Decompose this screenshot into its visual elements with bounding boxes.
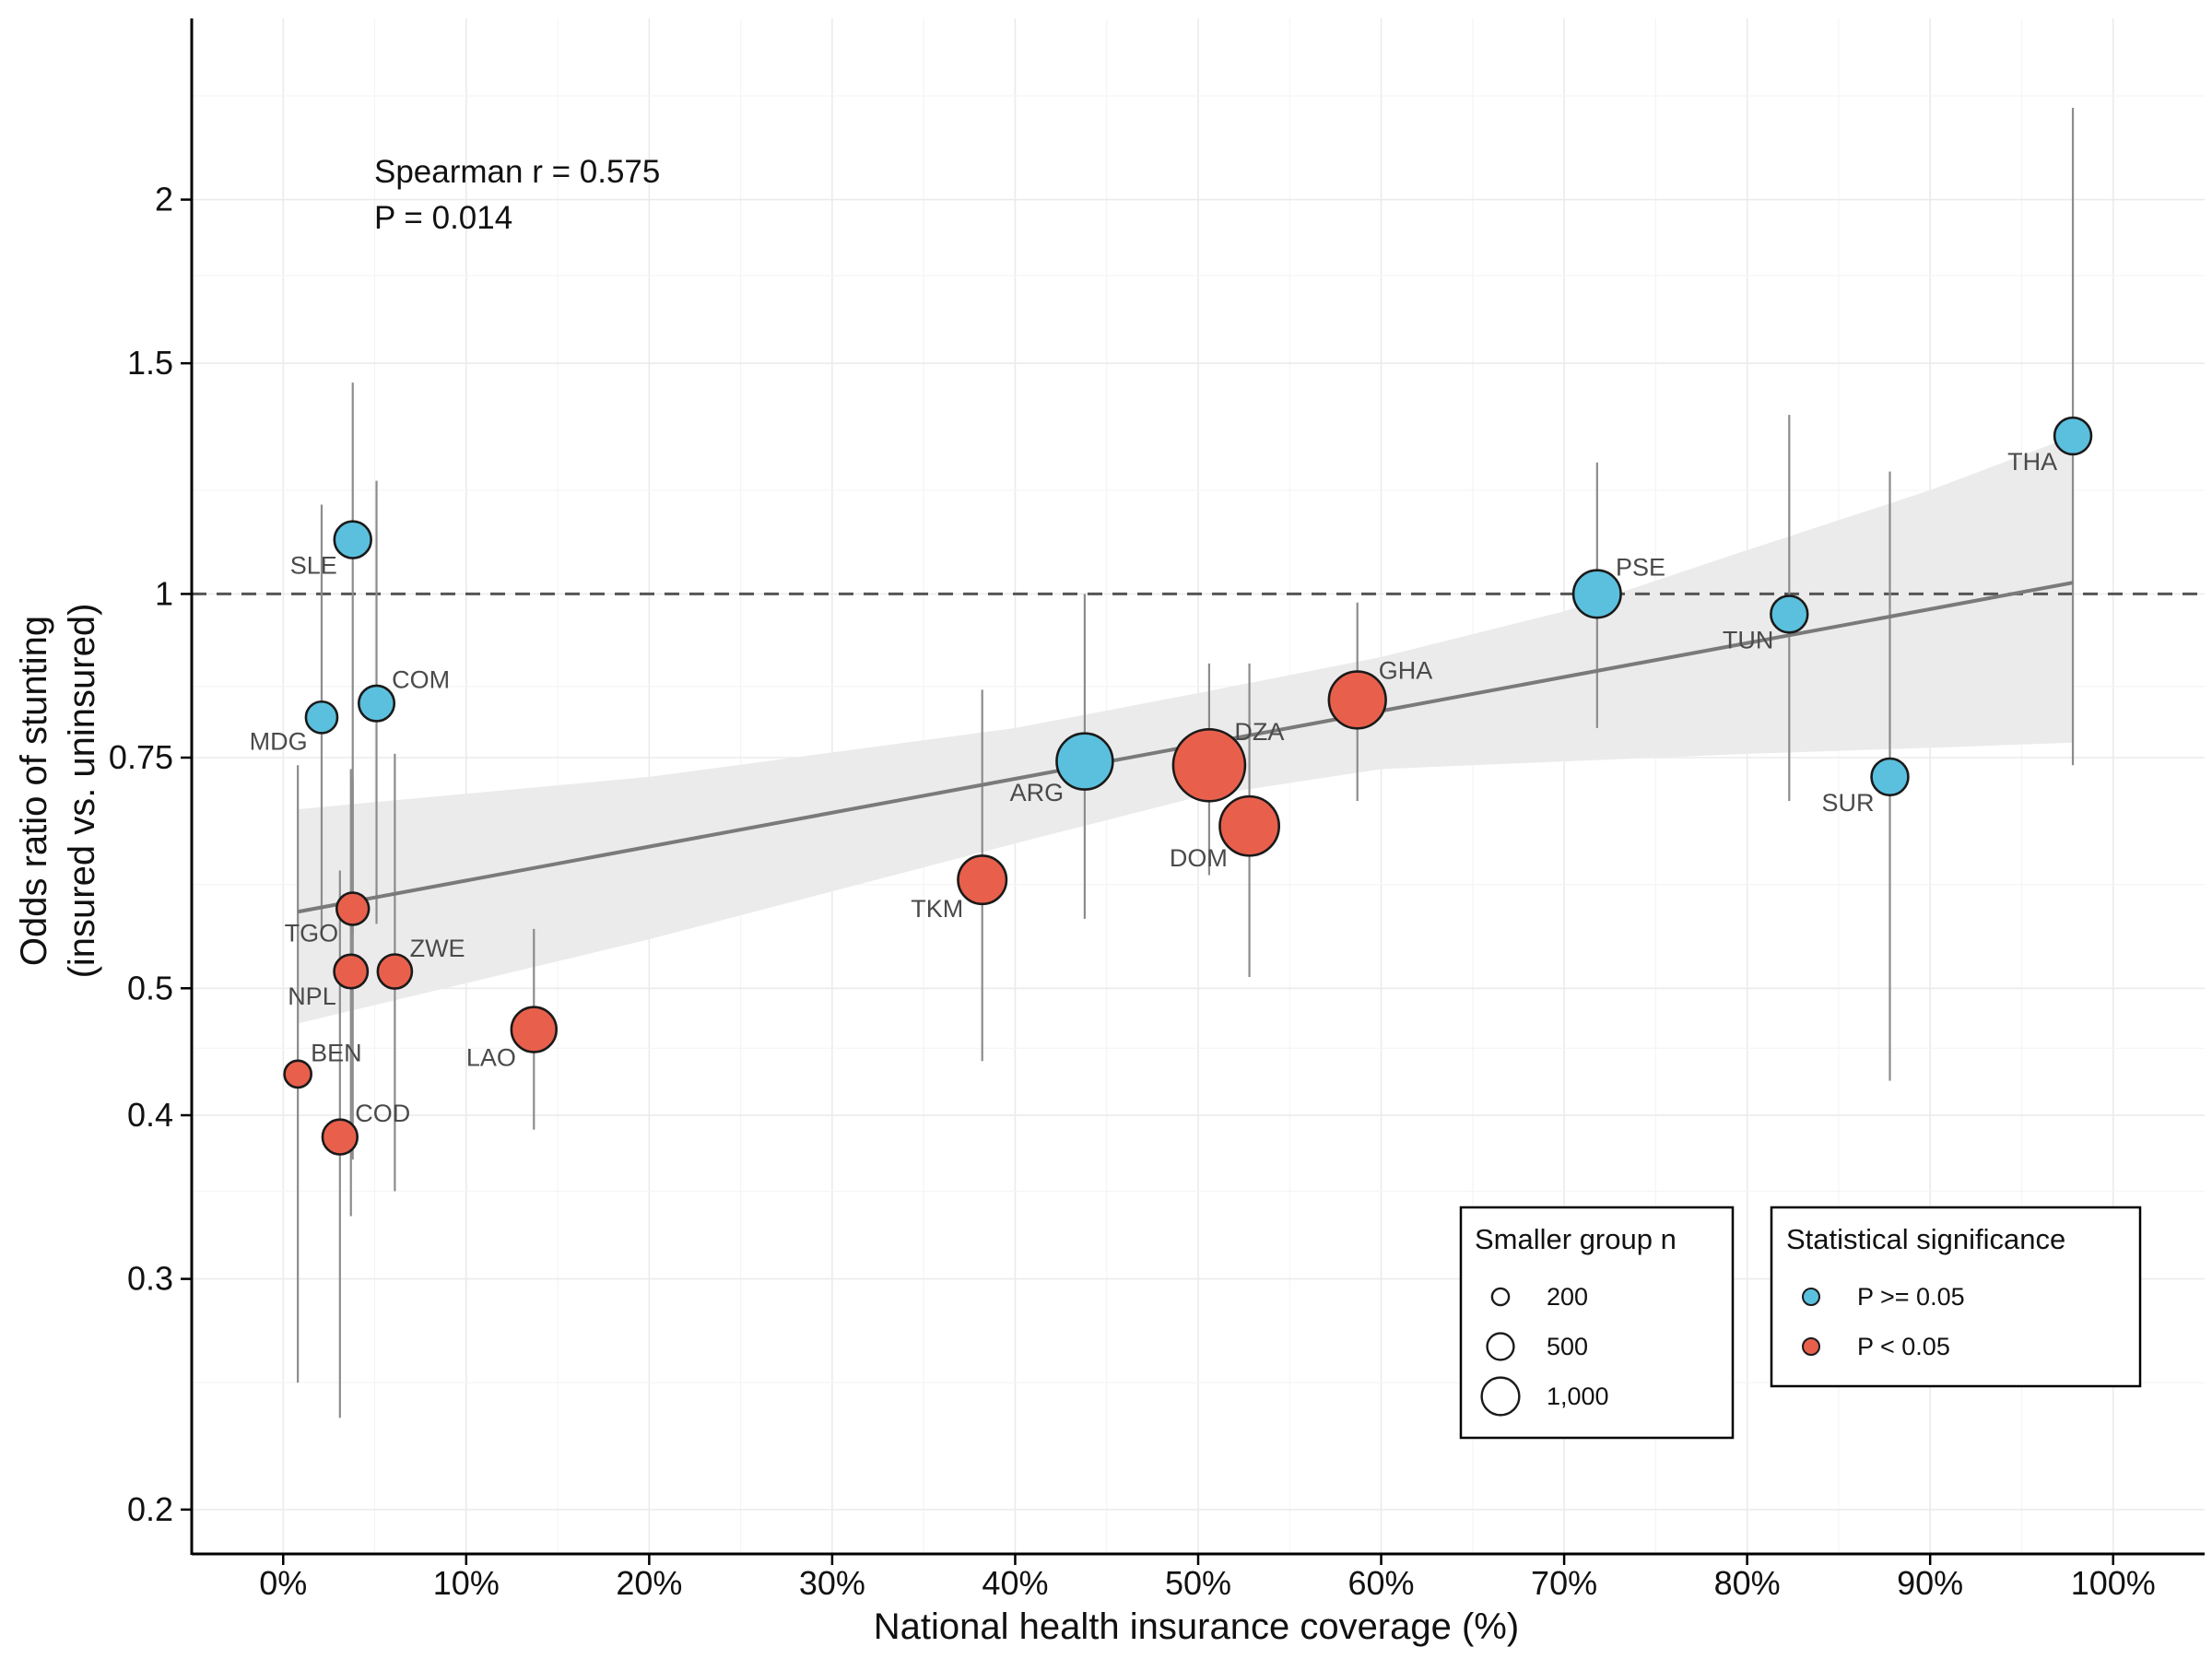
y-tick-label: 0.75 xyxy=(109,738,173,776)
point-arg xyxy=(1055,732,1114,791)
point-cod xyxy=(321,1118,359,1156)
y-tick-label: 0.5 xyxy=(127,969,173,1006)
x-tick-label: 0% xyxy=(259,1564,307,1602)
x-tick-label: 90% xyxy=(1897,1564,1963,1602)
country-label-arg: ARG xyxy=(1010,779,1065,806)
x-tick-label: 40% xyxy=(982,1564,1048,1602)
point-tun xyxy=(1770,594,1809,634)
point-tkm xyxy=(957,854,1008,906)
spearman-annotation: Spearman r = 0.575 xyxy=(374,154,660,190)
size-legend-label-1000: 1,000 xyxy=(1547,1382,1609,1410)
x-tick-label: 100% xyxy=(2071,1564,2156,1602)
color-legend-key-not-significant xyxy=(1802,1288,1820,1306)
point-npl xyxy=(333,953,370,990)
x-tick-label: 10% xyxy=(433,1564,500,1602)
y-tick-label: 2 xyxy=(155,181,173,218)
p-value-annotation: P = 0.014 xyxy=(374,200,512,236)
country-label-ben: BEN xyxy=(311,1039,362,1066)
point-sur xyxy=(1870,757,1910,797)
country-label-pse: PSE xyxy=(1616,553,1665,581)
size-legend-title: Smaller group n xyxy=(1475,1223,1677,1255)
country-label-sle: SLE xyxy=(290,552,337,580)
point-lao xyxy=(510,1006,558,1053)
country-label-mdg: MDG xyxy=(250,728,308,756)
country-label-tgo: TGO xyxy=(285,920,339,947)
point-ben xyxy=(283,1059,313,1089)
size-legend-label-500: 500 xyxy=(1547,1333,1588,1360)
point-dom xyxy=(1218,794,1281,857)
color-legend: Statistical significance P >= 0.05 P < 0.… xyxy=(1770,1206,2142,1388)
x-tick-label: 80% xyxy=(1714,1564,1781,1602)
point-sle xyxy=(333,520,372,559)
size-legend-label-200: 200 xyxy=(1547,1283,1588,1311)
y-tick-label: 1.5 xyxy=(127,344,173,382)
x-tick-label: 60% xyxy=(1348,1564,1415,1602)
size-legend-items: 200 500 1,000 xyxy=(1480,1283,1609,1417)
size-legend-key-1000 xyxy=(1480,1376,1521,1417)
point-layer xyxy=(283,416,2093,1156)
y-tick-label: 0.2 xyxy=(127,1490,173,1528)
color-legend-items: P >= 0.05 P < 0.05 xyxy=(1802,1283,1965,1360)
y-tick-label: 0.4 xyxy=(127,1096,173,1134)
country-label-gha: GHA xyxy=(1379,656,1433,684)
country-label-layer: SLE COM MDG TGO NPL ZWE BEN COD LAO TKM ARG DZA DOM G… xyxy=(250,448,2058,1127)
country-label-lao: LAO xyxy=(466,1043,516,1071)
x-tick-label: 20% xyxy=(616,1564,682,1602)
country-label-tkm: TKM xyxy=(911,895,963,923)
point-com xyxy=(357,684,396,723)
country-label-tha: THA xyxy=(2007,448,2057,476)
color-legend-key-significant xyxy=(1802,1337,1820,1356)
size-legend-key-500 xyxy=(1486,1332,1515,1361)
country-label-com: COM xyxy=(392,666,450,694)
x-axis-title: National health insurance coverage (%) xyxy=(874,1606,1519,1647)
country-label-zwe: ZWE xyxy=(410,935,465,962)
y-axis-title: Odds ratio of stunting (insured vs. unin… xyxy=(14,604,102,979)
country-label-dza: DZA xyxy=(1234,718,1284,746)
color-legend-box xyxy=(1770,1206,2142,1388)
tick-layer: 0% 10% 20% 30% 40% 50% 60% 70% 80% 90% 100% 0.2 0.3 0… xyxy=(109,181,2156,1602)
confidence-band xyxy=(298,436,2074,1024)
y-tick-label: 0.3 xyxy=(127,1260,173,1298)
point-pse xyxy=(1571,569,1622,619)
country-label-npl: NPL xyxy=(288,982,336,1010)
color-legend-label-not-significant: P >= 0.05 xyxy=(1857,1283,1965,1311)
point-gha xyxy=(1327,670,1387,730)
size-legend: Smaller group n 200 500 1,000 xyxy=(1459,1206,1735,1440)
country-label-sur: SUR xyxy=(1822,789,1875,817)
country-label-dom: DOM xyxy=(1170,844,1228,872)
y-tick-label: 1 xyxy=(155,574,173,612)
point-mdg xyxy=(304,700,339,735)
color-legend-title: Statistical significance xyxy=(1786,1223,2065,1255)
point-zwe xyxy=(376,953,414,990)
y-axis-title-line-2: (insured vs. uninsured) xyxy=(62,604,102,979)
country-label-tun: TUN xyxy=(1723,626,1774,653)
x-tick-label: 70% xyxy=(1531,1564,1597,1602)
point-tha xyxy=(2053,416,2093,456)
color-legend-label-significant: P < 0.05 xyxy=(1857,1333,1950,1360)
size-legend-key-200 xyxy=(1490,1287,1511,1307)
x-tick-label: 50% xyxy=(1165,1564,1231,1602)
country-label-cod: COD xyxy=(355,1100,410,1127)
x-tick-label: 30% xyxy=(799,1564,865,1602)
y-axis-title-line-1: Odds ratio of stunting xyxy=(14,616,54,966)
point-tgo xyxy=(335,891,371,926)
point-dza xyxy=(1171,727,1247,803)
confidence-band-layer xyxy=(298,436,2074,1024)
